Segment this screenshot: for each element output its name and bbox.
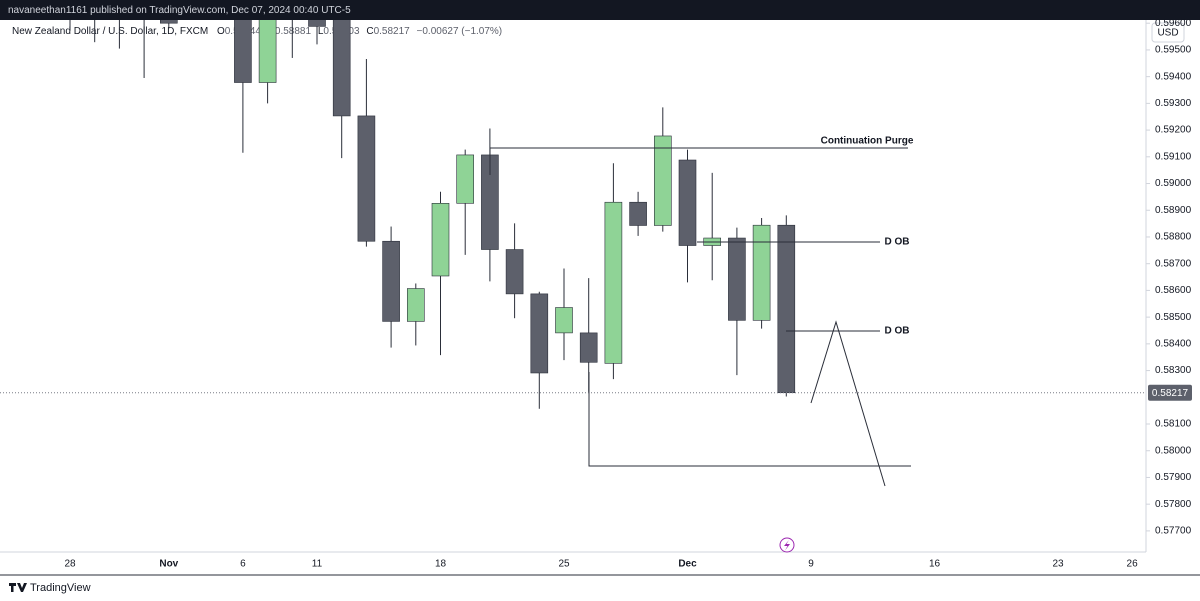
candle-body [653,135,672,226]
x-tick-label: Dec [678,559,697,570]
annotation-label: D OB [885,326,910,337]
y-tick-label: 0.59500 [1155,45,1192,56]
logo-text: TradingView [30,582,91,594]
candle-body [505,249,524,295]
drawings: Continuation Purge D OB D OB [489,136,914,487]
candle-body [357,115,376,242]
events-icon-bolt [784,540,790,551]
y-tick-label: 0.58000 [1155,445,1192,456]
candle-body [234,20,252,83]
x-tick-label: Nov [159,559,178,570]
x-tick-label: 26 [1127,559,1139,570]
y-tick-label: 0.59000 [1155,178,1192,189]
candle-body [777,224,796,394]
y-tick-label: 0.58100 [1155,419,1192,430]
currency-box[interactable] [1151,22,1185,43]
candle-body [555,307,573,334]
y-tick-label: 0.58600 [1155,285,1192,296]
candle-body [332,20,351,117]
y-tick-label: 0.58900 [1155,205,1192,216]
legend-key: C [366,26,373,37]
y-tick-label: 0.58700 [1155,258,1192,269]
y-tick-label: 0.59300 [1155,98,1192,109]
candle-body [456,154,475,204]
x-tick-label: 18 [435,559,447,570]
range-line [588,372,911,467]
legend-symbol: New Zealand Dollar / U.S. Dollar, 1D, FX… [12,26,208,37]
y-tick-label: 0.58800 [1155,232,1192,243]
x-tick-label: 25 [558,559,570,570]
legend-key: O [217,26,225,37]
legend-key: L [318,26,324,37]
legend: New Zealand Dollar / U.S. Dollar, 1D, FX… [12,26,502,37]
candle-body [579,332,598,363]
legend-change: −0.00627 (−1.07%) [417,26,503,37]
candle-body [406,288,425,322]
purge-line [489,147,908,175]
price-axis: 0.59600 0.59500 0.59400 0.59300 0.59200 0.591… [1146,18,1192,537]
currency-label: USD [1157,28,1178,39]
candle-body [752,224,771,321]
candle-body [431,203,450,277]
candle-body [160,20,178,24]
y-tick-label: 0.58500 [1155,312,1192,323]
y-tick-label: 0.57800 [1155,499,1192,510]
x-tick-label: 6 [240,559,246,570]
y-tick-label: 0.57900 [1155,472,1192,483]
candle-body [678,159,697,246]
last-price-label: 0.58217 [1152,388,1189,399]
logo-mark [9,583,27,592]
y-tick-label: 0.59200 [1155,125,1192,136]
x-tick-label: 23 [1052,559,1064,570]
legend-value: 0.58881 [275,26,312,37]
last-price-box [1148,384,1192,401]
candles [0,20,1145,409]
header-bar [0,0,1200,20]
header-text: navaneethan1161 published on TradingView… [8,5,351,16]
candle-body [629,201,647,226]
candle-body [308,20,326,27]
projection-path [810,320,886,487]
y-tick-label: 0.59100 [1155,151,1192,162]
candle-body [604,201,623,364]
y-tick-label: 0.58400 [1155,338,1192,349]
x-tick-label: 9 [808,559,814,570]
candle-body [728,237,746,321]
candle-body [530,293,549,374]
annotation-label: Continuation Purge [821,136,914,147]
y-tick-label: 0.58300 [1155,365,1192,376]
y-tick-label: 0.59600 [1155,18,1192,29]
x-tick-label: 16 [929,559,941,570]
candle-body [258,20,277,83]
candle-body [382,240,400,322]
y-tick-label: 0.59400 [1155,71,1192,82]
x-tick-label: 11 [312,559,323,570]
y-tick-label: 0.57700 [1155,526,1192,537]
annotation-label: D OB [885,237,910,248]
legend-value: 0.58217 [374,26,411,37]
x-tick-label: 28 [64,559,76,570]
